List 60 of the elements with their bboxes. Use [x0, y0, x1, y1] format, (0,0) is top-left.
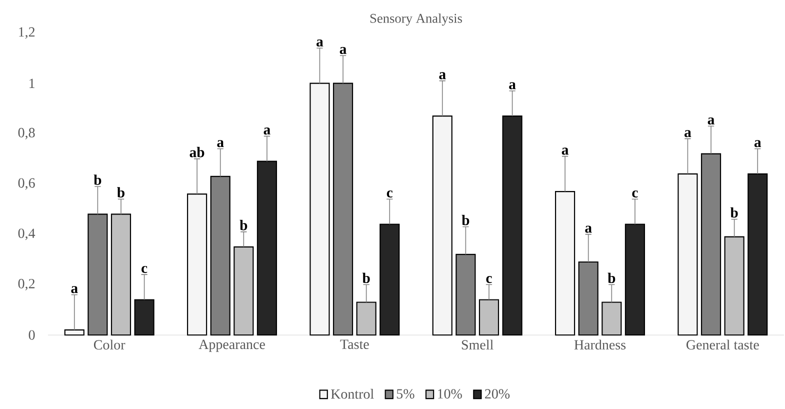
data-label: a [264, 128, 270, 135]
y-tick-label: 1,2 [19, 27, 35, 39]
data-label: a [217, 140, 224, 148]
y-tick-label: 0,2 [18, 278, 35, 290]
bar [555, 191, 576, 336]
data-label: c [142, 266, 148, 273]
bar [64, 329, 84, 336]
y-tick-label: 0,8 [18, 128, 35, 140]
x-tick-label: Hardness [574, 340, 626, 350]
y-tick-label: 0,4 [18, 228, 36, 240]
data-label: b [94, 174, 102, 185]
data-label: a [509, 82, 516, 90]
bar [380, 224, 400, 336]
data-label: b [362, 272, 370, 284]
legend-label: 10% [438, 389, 462, 399]
bar [234, 246, 254, 336]
data-label: c [632, 190, 638, 198]
bar [187, 194, 208, 336]
bar [624, 224, 646, 336]
bar [310, 82, 330, 336]
data-label: a [708, 117, 714, 125]
y-tick-label: 0,6 [18, 178, 35, 190]
y-tick-label: 1 [30, 78, 34, 88]
data-label: a [439, 72, 446, 80]
bar [502, 116, 522, 336]
bar [432, 116, 452, 336]
data-label: a [340, 47, 346, 54]
data-label: b [730, 207, 738, 218]
data-label: a [562, 148, 568, 155]
bar [256, 160, 278, 336]
data-label: c [486, 276, 492, 284]
bar [724, 236, 744, 336]
x-tick-label: General taste [686, 340, 759, 350]
bar [110, 214, 132, 336]
data-label: b [117, 187, 124, 198]
x-tick-label: Smell [462, 340, 494, 350]
bar [134, 299, 154, 336]
data-label: b [240, 220, 248, 230]
data-label: c [386, 190, 393, 198]
data-label: a [684, 130, 692, 138]
data-label: a [316, 39, 324, 46]
data-label: b [462, 214, 470, 226]
x-tick-label: Color [94, 340, 126, 350]
bar [678, 173, 698, 336]
legend-label: Kontrol [330, 388, 374, 399]
data-label: a [585, 226, 592, 233]
data-label: a [71, 286, 78, 294]
legend-label: 20% [485, 389, 510, 399]
y-tick-label: 0 [28, 330, 35, 340]
x-tick-label: Taste [340, 340, 369, 350]
data-label: b [608, 272, 616, 284]
data-label: a [754, 140, 762, 148]
legend-label: 5% [396, 389, 414, 399]
chart-title: Sensory Analysis [370, 13, 462, 26]
x-tick-label: Appearance [198, 340, 265, 352]
bar [748, 173, 768, 336]
bar [478, 299, 500, 336]
data-label: ab [190, 146, 204, 158]
bar [356, 302, 376, 336]
bar [602, 302, 622, 336]
